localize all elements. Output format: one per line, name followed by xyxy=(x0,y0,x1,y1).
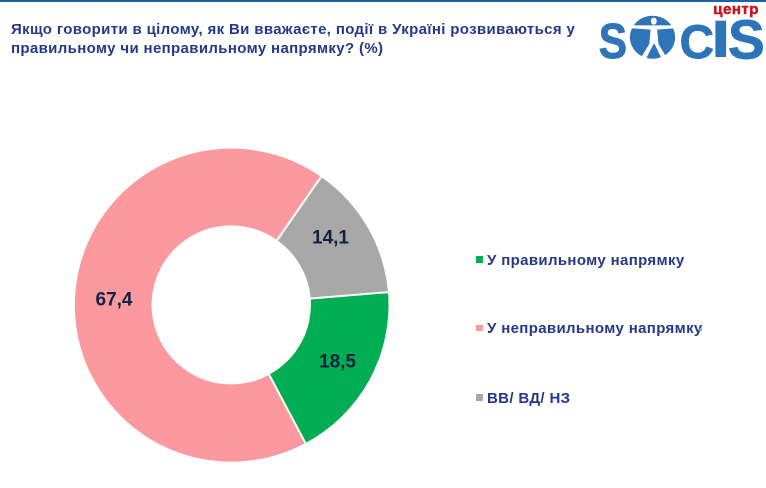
svg-text:14,1: 14,1 xyxy=(312,228,349,249)
svg-text:S: S xyxy=(599,14,627,63)
svg-text:центр: центр xyxy=(713,1,759,18)
svg-text:18,5: 18,5 xyxy=(319,352,356,373)
svg-text:C: C xyxy=(680,16,714,63)
svg-text:S: S xyxy=(728,8,765,63)
svg-text:67,4: 67,4 xyxy=(96,290,133,311)
